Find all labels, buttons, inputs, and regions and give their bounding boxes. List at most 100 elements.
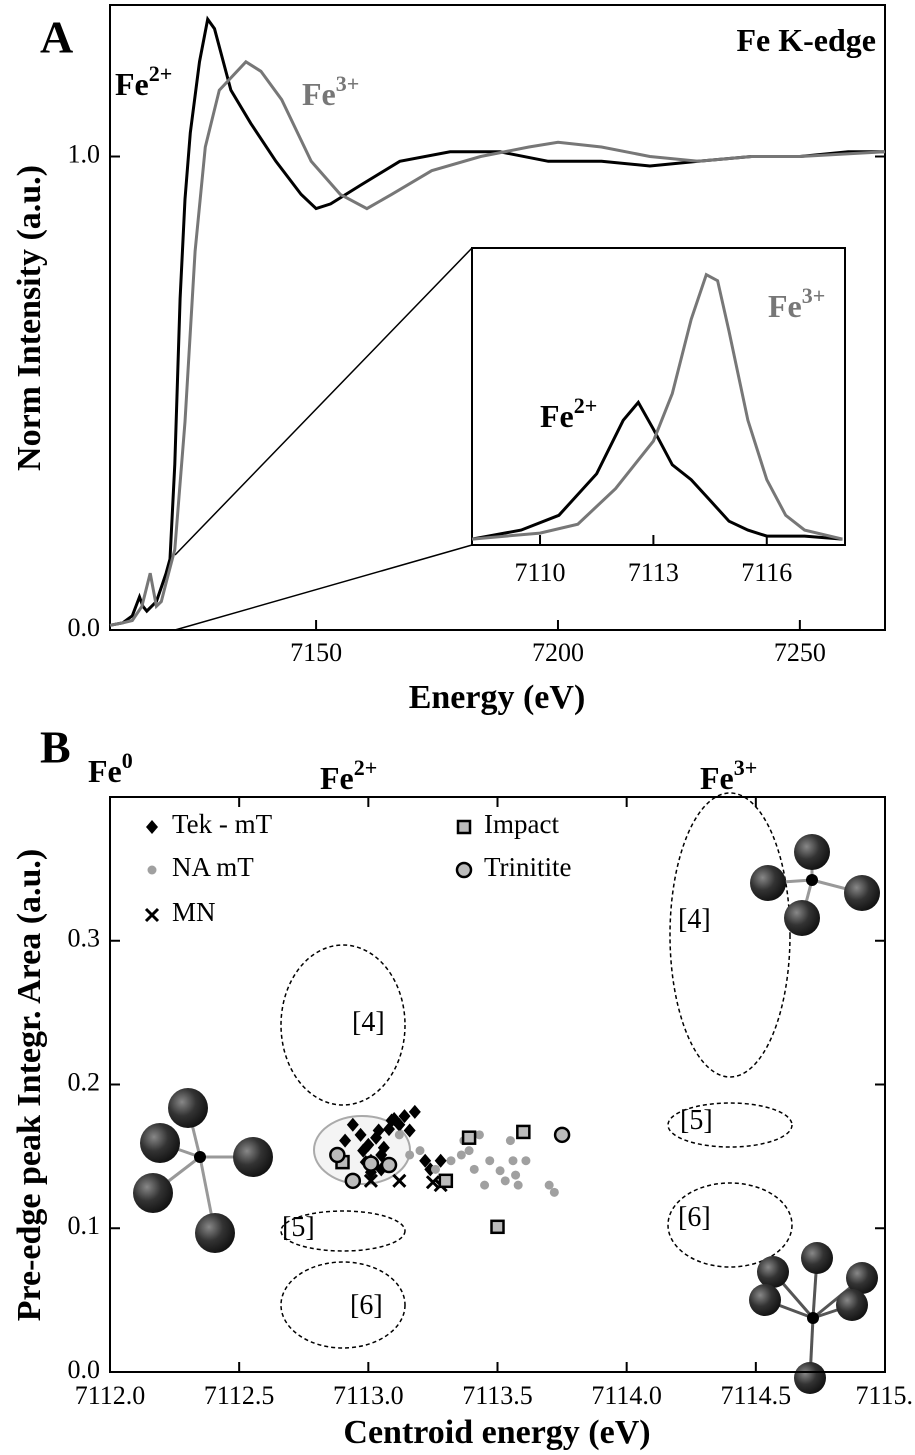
annotation-text: Fe	[540, 398, 574, 434]
annotation: [6]	[678, 1202, 711, 1233]
point	[425, 1175, 440, 1190]
point	[393, 1117, 406, 1132]
annotation-text: Fe	[768, 288, 802, 324]
point	[405, 1150, 415, 1160]
legend-label: NA mT	[172, 852, 254, 882]
legend-label: Trinitite	[484, 852, 572, 882]
point	[553, 1126, 571, 1144]
annotation-text: Fe	[88, 753, 122, 789]
annotation-text: [4]	[678, 904, 711, 935]
annotation-sup: 2+	[149, 61, 173, 86]
point	[511, 1170, 521, 1180]
point	[408, 1104, 421, 1119]
annotation-text: Fe	[302, 76, 336, 112]
y-tick-label: 0.0	[68, 1355, 101, 1384]
line-series	[471, 399, 843, 541]
y-tick-label: 0.3	[68, 924, 101, 953]
x-tick-label: 7200	[532, 638, 584, 667]
zoom-line	[174, 247, 473, 556]
point	[505, 1136, 515, 1146]
annotation-sup: 3+	[734, 755, 758, 780]
annotation-text: [6]	[678, 1202, 711, 1233]
point	[363, 1173, 378, 1188]
legend-label: Tek - mT	[172, 809, 273, 839]
point	[346, 1117, 359, 1132]
molecule-left	[133, 1088, 273, 1253]
point	[344, 1172, 362, 1190]
y-axis-label: Pre-edge peak Integr. Area (a.u.)	[11, 849, 48, 1321]
x-tick-label: 7150	[290, 638, 342, 667]
point	[380, 1156, 398, 1174]
x-tick-label: 7115.	[855, 1381, 913, 1410]
y-tick-label: 0.2	[68, 1067, 101, 1096]
region	[669, 792, 791, 1078]
point	[434, 1153, 447, 1168]
x-axis-label: Centroid energy (eV)	[343, 1414, 650, 1451]
annotation-text: [4]	[352, 1007, 385, 1038]
legend-marker	[147, 865, 157, 875]
x-tick-label: 7110	[515, 558, 566, 587]
point	[377, 1140, 390, 1155]
point	[438, 1173, 454, 1189]
point	[461, 1130, 477, 1145]
annotation-text: Fe	[115, 66, 149, 102]
annotation: [5]	[680, 1105, 713, 1136]
point	[513, 1180, 523, 1190]
point	[456, 1150, 466, 1160]
point	[490, 1219, 505, 1235]
x-tick-label: 7113	[628, 558, 679, 587]
zoom-line	[174, 544, 473, 631]
x-tick-label: 7112.5	[204, 1381, 275, 1410]
point	[415, 1146, 425, 1156]
plot-frame	[471, 247, 846, 546]
point	[516, 1124, 531, 1140]
point	[500, 1176, 510, 1186]
point	[446, 1156, 456, 1166]
molecule-tetrahedral	[750, 834, 880, 936]
legend-marker	[146, 820, 158, 834]
x-axis-label: Energy (eV)	[409, 679, 586, 716]
y-tick-label: 0.1	[68, 1211, 101, 1240]
annotation: [4]	[678, 904, 711, 935]
point	[469, 1164, 479, 1174]
annotation: Fe K-edge	[737, 22, 877, 58]
annotation-sup: 3+	[336, 71, 360, 96]
point	[362, 1137, 375, 1152]
point	[354, 1127, 367, 1142]
x-tick-label: 7114.5	[721, 1381, 792, 1410]
annotation: Fe2+	[320, 755, 377, 796]
y-tick-label: 0.0	[68, 613, 101, 642]
x-tick-label: 7250	[774, 638, 826, 667]
annotation-text: Fe	[700, 760, 734, 796]
molecule-octahedral	[749, 1242, 878, 1394]
annotation: Fe3+	[700, 755, 757, 796]
legend-label: Impact	[484, 809, 559, 839]
annotation-sup: 2+	[574, 393, 598, 418]
annotation: Fe0	[88, 748, 133, 789]
point	[372, 1123, 385, 1138]
annotation: [4]	[352, 1007, 385, 1038]
line-series	[471, 272, 843, 541]
point	[431, 1164, 440, 1174]
line-series	[109, 59, 886, 627]
annotation: Fe3+	[302, 71, 359, 112]
point	[495, 1166, 505, 1176]
point	[480, 1180, 490, 1190]
annotation-sup: 2+	[354, 755, 378, 780]
point	[544, 1180, 554, 1190]
point	[403, 1123, 416, 1138]
legend-marker	[456, 819, 472, 835]
point	[392, 1173, 407, 1188]
annotation-text: [5]	[282, 1212, 315, 1243]
region	[667, 1102, 793, 1148]
point	[394, 1130, 404, 1140]
annotation-text: Fe K-edge	[737, 22, 877, 58]
legend-marker	[455, 861, 473, 879]
x-tick-label: 7116	[741, 558, 792, 587]
point	[549, 1187, 559, 1197]
point	[508, 1156, 518, 1166]
annotation-text: Fe	[320, 760, 354, 796]
regions	[280, 792, 793, 1349]
annotation-sup: 3+	[802, 283, 826, 308]
